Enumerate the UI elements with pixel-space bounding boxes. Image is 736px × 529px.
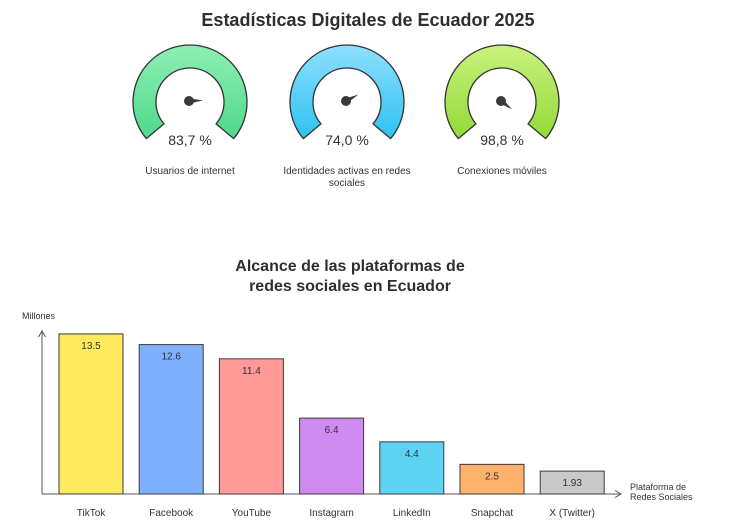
gauge-label: Usuarios de internet: [145, 166, 235, 177]
bar-x-twitter-: [539, 470, 605, 495]
gauge-label: Identidades activas en redes sociales: [283, 166, 411, 189]
gauge-value: 98,8 %: [480, 132, 524, 148]
category-label: TikTok: [77, 508, 107, 519]
x-axis-label: Plataforma de: [630, 482, 686, 492]
gauge-needle: [496, 96, 513, 110]
chart-title-line: redes sociales en Ecuador: [249, 278, 451, 295]
bar-instagram: [299, 417, 365, 495]
bar-youtube: [218, 358, 284, 495]
category-label: Facebook: [149, 508, 194, 519]
gauge-dial: [132, 44, 248, 140]
category-label: LinkedIn: [393, 508, 431, 519]
category-label: Snapchat: [471, 508, 513, 519]
bar-value-label: 2.5: [485, 471, 499, 482]
gauge-needle: [184, 96, 203, 106]
bar-facebook: [138, 344, 204, 495]
gauge-social-identities: 74,0 % Identidades activas en redes soci…: [283, 42, 423, 202]
bar-value-label: 12.6: [161, 352, 181, 363]
gauge-arc: [444, 44, 560, 140]
gauge-arc: [132, 44, 248, 140]
bar-value-label: 6.4: [325, 425, 339, 436]
bar-value-label: 13.5: [81, 341, 101, 352]
gauge-label: Conexiones móviles: [457, 166, 547, 177]
gauge-value: 83,7 %: [168, 132, 212, 148]
gauge-dial: [289, 44, 405, 140]
category-label: Instagram: [309, 508, 353, 519]
bar-value-label: 11.4: [242, 366, 261, 377]
category-label: X (Twitter): [549, 508, 595, 519]
gauge-value: 74,0 %: [325, 132, 369, 148]
bar-value-label: 1.93: [562, 478, 582, 489]
bar-value-label: 4.4: [405, 449, 419, 460]
chart-title-line: Alcance de las plataformas de: [235, 258, 465, 275]
category-label: YouTube: [232, 508, 272, 519]
bar-tiktok: [58, 333, 124, 495]
x-axis-label: Redes Sociales: [630, 492, 693, 502]
gauge-mobile-connections: 98,8 % Conexiones móviles: [442, 42, 578, 202]
chart-title: Alcance de las plataformas de redes soci…: [0, 257, 700, 297]
bar-snapchat: [459, 463, 525, 495]
y-axis-label: Millones: [22, 311, 56, 321]
gauge-internet-users: 83,7 % Usuarios de internet: [130, 42, 266, 202]
page-title: Estadísticas Digitales de Ecuador 2025: [201, 10, 535, 30]
gauge-arc: [289, 44, 405, 140]
gauge-needle: [341, 94, 359, 106]
bar-linkedin: [379, 441, 445, 495]
gauge-dial: [444, 44, 560, 140]
